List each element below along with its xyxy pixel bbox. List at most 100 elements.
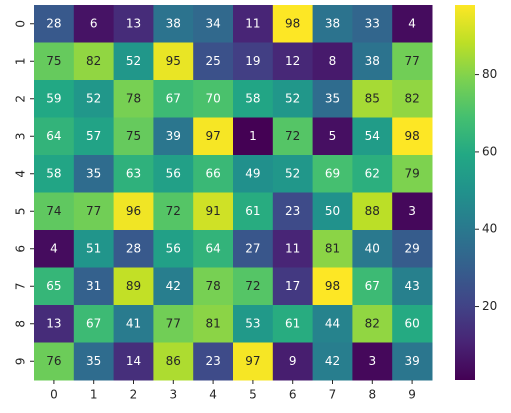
heatmap-cell [113,155,154,193]
cell-label: 72 [166,204,181,218]
heatmap-cell [272,42,314,81]
heatmap-cell [312,155,353,193]
cell-label: 59 [46,91,61,105]
colorbar-tick-label: 40 [482,222,497,236]
cell-label: 41 [126,316,141,330]
heatmap-cell [73,80,115,118]
x-tick-label: 0 [50,388,58,402]
cell-label: 12 [285,54,300,68]
cell-label: 35 [86,166,101,180]
heatmap-cell [73,342,115,381]
cell-label: 52 [285,91,300,105]
cell-label: 89 [126,279,141,293]
cell-label: 67 [86,316,101,330]
heatmap-cell [34,80,75,118]
heatmap-cell [73,5,115,43]
heatmap-cell [233,155,274,193]
cell-label: 3 [408,204,416,218]
heatmap-cell [113,80,154,118]
cell-label: 38 [325,16,340,30]
cell-label: 75 [126,129,141,143]
heatmap-cell [272,155,314,193]
heatmap-cell [153,42,194,81]
cell-label: 64 [205,241,220,255]
cell-label: 58 [245,91,260,105]
cell-label: 51 [86,241,101,255]
cell-label: 65 [46,279,61,293]
heatmap-cell [113,192,154,231]
cell-label: 63 [126,166,141,180]
heatmap-cell [113,42,154,81]
heatmap-cell [193,192,234,231]
cell-label: 6 [90,16,98,30]
heatmap-cell [272,192,314,231]
heatmap-cell [193,155,234,193]
y-tick-label: 8 [14,320,28,328]
cell-label: 82 [86,54,101,68]
heatmap-cell [193,230,234,268]
heatmap-cell [73,230,115,268]
cell-label: 28 [126,241,141,255]
heatmap-cell [233,230,274,268]
heatmap-cell [153,305,194,343]
cell-label: 23 [205,354,220,368]
heatmap-cell [193,42,234,81]
cell-label: 67 [365,279,380,293]
cell-label: 76 [46,354,61,368]
heatmap-cell [272,5,314,43]
heatmap-cell [272,80,314,118]
colorbar [455,5,475,380]
cell-label: 50 [325,204,340,218]
cell-label: 74 [46,204,61,218]
cell-label: 61 [245,204,260,218]
cell-label: 4 [50,241,58,255]
heatmap-cell [272,117,314,156]
cell-label: 39 [166,129,181,143]
heatmap-cell [272,267,314,306]
cell-label: 39 [404,354,419,368]
heatmap-cell [392,42,433,81]
cell-label: 33 [365,16,380,30]
heatmap-cell [272,305,314,343]
cell-label: 35 [86,354,101,368]
heatmap-cell [34,117,75,156]
cell-label: 62 [365,166,380,180]
heatmap-cell [352,5,393,43]
heatmap-cell [352,42,393,81]
heatmap-cell [312,42,353,81]
heatmap-cell [73,267,115,306]
cell-label: 14 [126,354,141,368]
heatmap-cell [392,5,433,43]
x-tick-label: 8 [368,388,376,402]
colorbar-tick-label: 80 [482,67,497,81]
cell-label: 88 [365,204,380,218]
cell-label: 77 [86,204,101,218]
cell-label: 54 [365,129,380,143]
cell-label: 29 [404,241,419,255]
cell-label: 72 [285,129,300,143]
heatmap-cell [153,230,194,268]
heatmap-cell [113,267,154,306]
heatmap-cell [352,305,393,343]
cell-label: 64 [46,129,61,143]
heatmap-cell [193,5,234,43]
heatmap-cell [113,305,154,343]
cell-label: 13 [46,316,61,330]
cell-label: 43 [404,279,419,293]
heatmap-cell [312,342,353,381]
cell-label: 19 [245,54,260,68]
heatmap-cell [113,342,154,381]
heatmap-cell [73,155,115,193]
cell-label: 61 [285,316,300,330]
cell-label: 52 [86,91,101,105]
cell-label: 70 [205,91,220,105]
cell-label: 56 [166,241,181,255]
cell-label: 97 [245,354,260,368]
heatmap-cell [312,117,353,156]
heatmap-cell [392,230,433,268]
y-tick-label: 5 [14,207,28,215]
cell-label: 5 [329,129,337,143]
heatmap-cell [233,192,274,231]
heatmap-cell [312,230,353,268]
